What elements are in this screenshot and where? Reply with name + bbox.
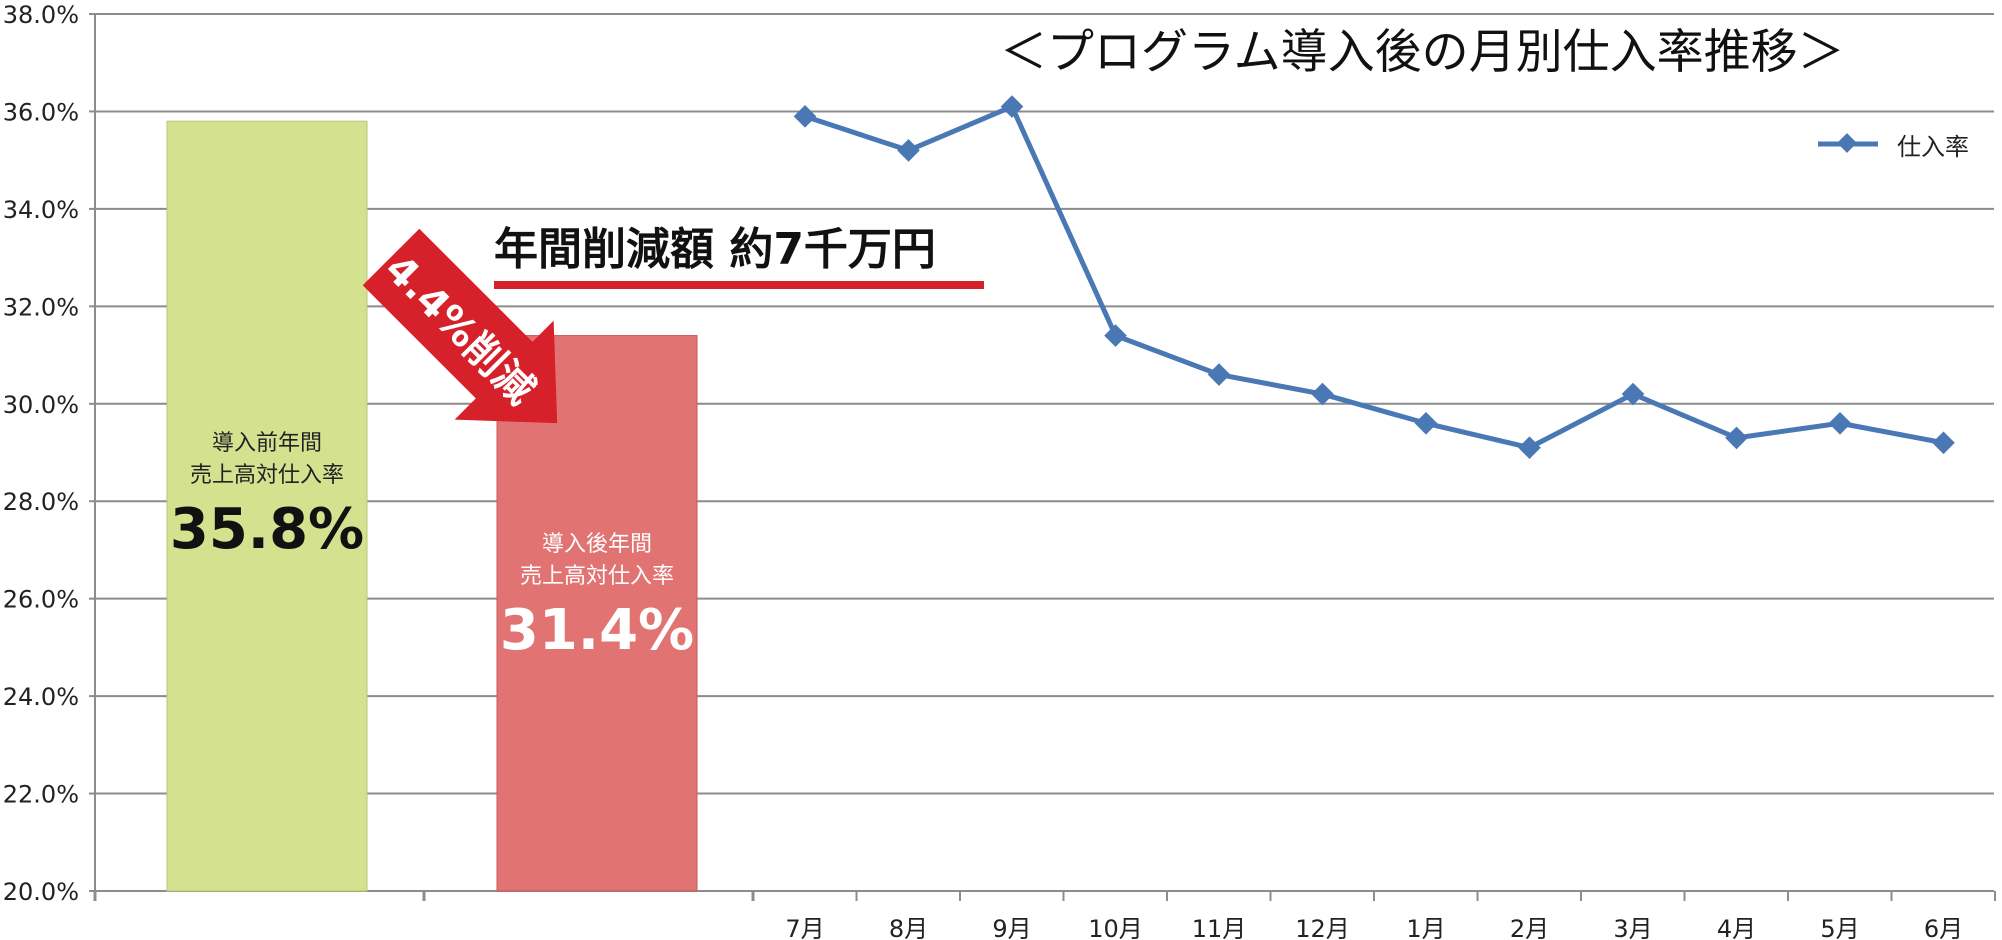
y-tick-label: 22.0% bbox=[3, 781, 79, 809]
x-tick-label: 5月 bbox=[1820, 915, 1859, 940]
y-tick-label: 20.0% bbox=[3, 878, 79, 906]
data-point bbox=[1725, 426, 1748, 450]
gridlines bbox=[89, 13, 1994, 892]
y-tick-label: 38.0% bbox=[3, 1, 79, 29]
data-point bbox=[1207, 363, 1231, 386]
chart-title: ＜プログラム導入後の月別仕入率推移＞ bbox=[1000, 25, 1845, 80]
y-tick-labels: 20.0% 22.0% 24.0% 26.0% 28.0% 30.0% 32.0% 34.0%… bbox=[3, 1, 79, 906]
x-tick-label: 10月 bbox=[1088, 915, 1143, 940]
line-series bbox=[793, 95, 1955, 459]
data-point bbox=[1932, 431, 1955, 455]
y-tick-label: 30.0% bbox=[3, 391, 79, 419]
data-point bbox=[1414, 411, 1438, 435]
x-tick-label: 1月 bbox=[1406, 915, 1445, 940]
bar-label-line2: 売上高対仕入率 bbox=[520, 564, 674, 589]
bar-value-label: 31.4% bbox=[500, 598, 694, 663]
bar-label-line1: 導入後年間 bbox=[542, 532, 652, 557]
data-point bbox=[897, 139, 920, 162]
data-point bbox=[1518, 436, 1541, 459]
x-tick-label: 2月 bbox=[1510, 915, 1549, 940]
data-point bbox=[793, 105, 817, 128]
legend-marker bbox=[1837, 133, 1857, 153]
series-line bbox=[804, 104, 1944, 451]
data-point bbox=[1311, 382, 1334, 406]
bar-value-label: 35.8% bbox=[170, 497, 364, 562]
x-tick-label: 7月 bbox=[785, 915, 824, 940]
y-tick-label: 36.0% bbox=[3, 98, 79, 126]
x-tick-label: 3月 bbox=[1613, 915, 1652, 940]
x-tick-label: 11月 bbox=[1192, 915, 1247, 940]
x-tick-labels: 7月 8月 9月 10月 11月 12月 1月 2月 3月 4月 5月 6月 bbox=[785, 915, 1963, 940]
x-tick-label: 9月 bbox=[992, 915, 1031, 940]
bar-label-line1: 導入前年間 bbox=[212, 431, 322, 456]
annual-savings-headline: 年間削減額 約7千万円 bbox=[494, 224, 936, 275]
data-point bbox=[1000, 95, 1024, 118]
x-tick-label: 12月 bbox=[1295, 915, 1350, 940]
x-tick-label: 6月 bbox=[1924, 915, 1963, 940]
y-tick-label: 24.0% bbox=[3, 683, 79, 711]
y-tick-label: 28.0% bbox=[3, 488, 79, 516]
y-tick-label: 32.0% bbox=[3, 293, 79, 321]
axes bbox=[93, 14, 1996, 901]
legend-label: 仕入率 bbox=[1897, 133, 1969, 161]
data-point bbox=[1621, 382, 1645, 406]
x-tick-label: 8月 bbox=[889, 915, 928, 940]
bar-label-line2: 売上高対仕入率 bbox=[190, 463, 344, 488]
y-tick-label: 34.0% bbox=[3, 196, 79, 224]
x-tick-label: 4月 bbox=[1717, 915, 1756, 940]
y-tick-label: 26.0% bbox=[3, 586, 79, 614]
data-point bbox=[1828, 411, 1852, 435]
reduction-arrow-shape bbox=[362, 228, 558, 424]
bar bbox=[166, 120, 368, 892]
headline-underline bbox=[494, 281, 984, 289]
data-point bbox=[1104, 324, 1127, 347]
bar bbox=[496, 335, 698, 892]
legend: 仕入率 bbox=[1818, 133, 1969, 161]
